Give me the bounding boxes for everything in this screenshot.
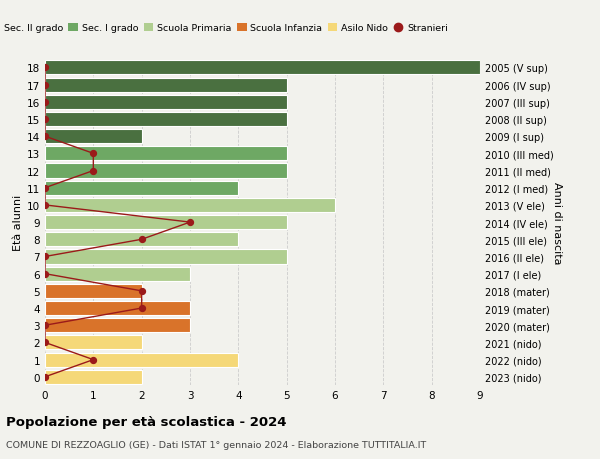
Bar: [45, 353, 238, 367]
Bar: [45, 164, 287, 178]
Point: [40, 185, 50, 192]
Point: [40, 202, 50, 209]
Bar: [45, 61, 480, 75]
Point: [40, 82, 50, 89]
Point: [137, 236, 146, 243]
Point: [40, 270, 50, 278]
Bar: [45, 284, 142, 298]
Bar: [45, 233, 238, 247]
Point: [185, 219, 195, 226]
Bar: [45, 78, 287, 92]
Point: [40, 373, 50, 381]
Legend: Sec. II grado, Sec. I grado, Scuola Primaria, Scuola Infanzia, Asilo Nido, Stran: Sec. II grado, Sec. I grado, Scuola Prim…: [0, 22, 449, 35]
Bar: [45, 216, 287, 230]
Bar: [45, 370, 142, 384]
Text: Popolazione per età scolastica - 2024: Popolazione per età scolastica - 2024: [6, 415, 287, 428]
Bar: [45, 198, 335, 213]
Point: [137, 305, 146, 312]
Bar: [45, 112, 287, 127]
Point: [137, 287, 146, 295]
Bar: [45, 319, 190, 333]
Point: [89, 356, 98, 364]
Point: [40, 133, 50, 140]
Bar: [45, 302, 190, 315]
Y-axis label: Anni di nascita: Anni di nascita: [552, 181, 562, 264]
Bar: [45, 95, 287, 110]
Point: [89, 168, 98, 175]
Point: [40, 253, 50, 261]
Bar: [45, 181, 238, 196]
Point: [89, 151, 98, 158]
Bar: [45, 267, 190, 281]
Point: [40, 322, 50, 329]
Point: [40, 116, 50, 123]
Bar: [45, 130, 142, 144]
Text: COMUNE DI REZZOAGLIO (GE) - Dati ISTAT 1° gennaio 2024 - Elaborazione TUTTITALIA: COMUNE DI REZZOAGLIO (GE) - Dati ISTAT 1…: [6, 440, 426, 449]
Bar: [45, 250, 287, 264]
Bar: [45, 147, 287, 161]
Bar: [45, 336, 142, 350]
Point: [40, 65, 50, 72]
Point: [40, 339, 50, 347]
Point: [40, 99, 50, 106]
Y-axis label: Età alunni: Età alunni: [13, 195, 23, 251]
